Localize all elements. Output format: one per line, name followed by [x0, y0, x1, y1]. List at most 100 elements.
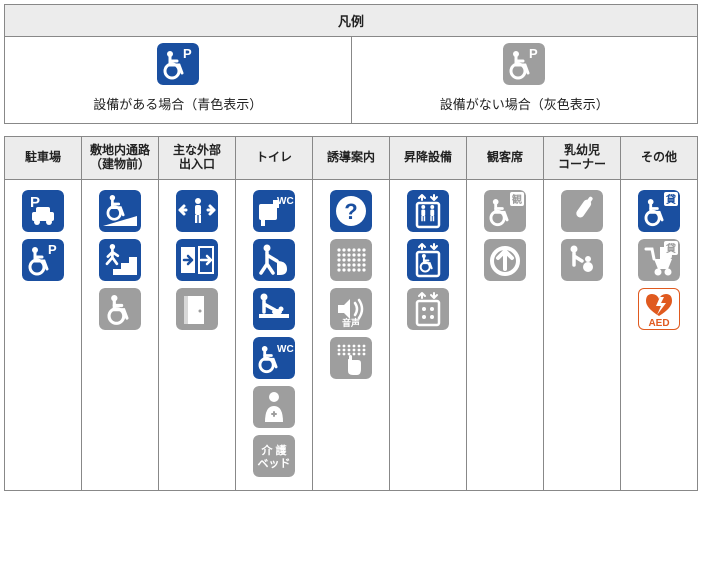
stroller_rent-icon: 貸: [621, 239, 697, 284]
baby_pair-icon: [561, 239, 603, 281]
grid-cell: [390, 180, 467, 491]
grid-cell: WC WC 介 護 ベッド: [236, 180, 313, 491]
grid-cell: ? 音声: [313, 180, 390, 491]
aed-icon: AED: [621, 288, 697, 333]
baby_pair-icon: [544, 239, 620, 284]
elevator-icon: [390, 190, 466, 235]
door_plain-icon: [176, 288, 218, 330]
grid-body-row: P P: [5, 180, 698, 491]
column-header: トイレ: [236, 137, 313, 180]
ostomate-icon: [253, 239, 295, 281]
svg-text:ベッド: ベッド: [258, 457, 291, 470]
column-header: 誘導案内: [313, 137, 390, 180]
wheelchair-icon: [99, 288, 141, 330]
legend-available-cell: P 設備がある場合（青色表示）: [5, 37, 352, 124]
svg-text:観: 観: [512, 193, 522, 206]
svg-text:P: P: [529, 46, 538, 61]
legend-available-label: 設備がある場合（青色表示）: [9, 94, 347, 113]
auto_door-icon: [176, 239, 218, 281]
facility-grid: 駐車場敷地内通路（建物前）主な外部出入口トイレ誘導案内昇降設備観客席乳幼児コーナ…: [4, 136, 698, 491]
grid-cell: [82, 180, 159, 491]
wheelchair_p-icon: P: [157, 43, 199, 85]
wc-icon: WC: [253, 190, 295, 232]
svg-text:WC: WC: [277, 344, 294, 355]
wheelchair_seat-icon: 観: [484, 190, 526, 232]
column-header: 駐車場: [5, 137, 82, 180]
elevator_ctrl-icon: [390, 288, 466, 333]
svg-text:P: P: [183, 46, 192, 61]
legend-unavailable-label: 設備がない場合（灰色表示）: [356, 94, 694, 113]
grid-cell: 観: [467, 180, 544, 491]
elevator_wc-icon: [390, 239, 466, 284]
stairs_person-icon: [99, 239, 141, 281]
parking_car-icon: P: [5, 190, 81, 235]
baby_change-icon: [253, 288, 295, 330]
wheelchair_wc-icon: WC: [253, 337, 295, 379]
elevator-icon: [407, 190, 449, 232]
wheelchair_wc-icon: WC: [236, 337, 312, 382]
column-header: 観客席: [467, 137, 544, 180]
svg-text:貸: 貸: [665, 242, 676, 255]
svg-text:貸: 貸: [665, 193, 676, 206]
wheelchair-p-available-icon: P: [157, 43, 199, 88]
bottle-icon: [544, 190, 620, 235]
elevator_ctrl-icon: [407, 288, 449, 330]
wheelchair_p-icon: P: [22, 239, 64, 281]
stairs_person-icon: [82, 239, 158, 284]
braille_grid-icon: [313, 239, 389, 284]
wheelchair_seat-icon: 観: [467, 190, 543, 235]
svg-text:介 護: 介 護: [260, 443, 287, 457]
auto_door-icon: [159, 239, 235, 284]
wheelchair_ramp-icon: [82, 190, 158, 235]
question-icon: ?: [330, 190, 372, 232]
svg-text:AED: AED: [648, 318, 669, 329]
wheelchair_p-icon: P: [5, 239, 81, 284]
door_arrows-icon: [176, 190, 218, 232]
svg-text:音声: 音声: [342, 317, 360, 328]
audio-icon: 音声: [313, 288, 389, 333]
column-header: 主な外部出入口: [159, 137, 236, 180]
arrow_up-icon: [484, 239, 526, 281]
stroller_rent-icon: 貸: [638, 239, 680, 281]
audio-icon: 音声: [330, 288, 372, 330]
wc-icon: WC: [236, 190, 312, 235]
svg-text:P: P: [48, 242, 57, 257]
care_bed-icon: 介 護 ベッド: [236, 435, 312, 480]
door_arrows-icon: [159, 190, 235, 235]
wheelchair_rent-icon: 貸: [638, 190, 680, 232]
aed-icon: AED: [638, 288, 680, 330]
grid-cell: 貸 貸 AED: [621, 180, 698, 491]
baby_change-icon: [236, 288, 312, 333]
braille_grid-icon: [330, 239, 372, 281]
wheelchair-p-unavailable-icon: P: [503, 43, 545, 88]
legend-table: 凡例 P 設備がある場合（青色表示） P 設備がない場合（灰色表示）: [4, 4, 698, 124]
svg-text:WC: WC: [277, 196, 294, 207]
arrow_up-icon: [467, 239, 543, 284]
wheelchair-icon: [82, 288, 158, 333]
grid-cell: [159, 180, 236, 491]
nurse-icon: [236, 386, 312, 431]
svg-text:?: ?: [344, 199, 357, 224]
elevator_wc-icon: [407, 239, 449, 281]
legend-title: 凡例: [5, 5, 698, 37]
column-header: その他: [621, 137, 698, 180]
wheelchair_p-icon: P: [503, 43, 545, 85]
touch-icon: [313, 337, 389, 382]
care_bed-icon: 介 護 ベッド: [253, 435, 295, 477]
parking_car-icon: P: [22, 190, 64, 232]
touch-icon: [330, 337, 372, 379]
door_plain-icon: [159, 288, 235, 333]
grid-cell: [544, 180, 621, 491]
question-icon: ?: [313, 190, 389, 235]
wheelchair_ramp-icon: [99, 190, 141, 232]
column-header: 乳幼児コーナー: [544, 137, 621, 180]
column-header: 敷地内通路（建物前）: [82, 137, 159, 180]
bottle-icon: [561, 190, 603, 232]
column-header: 昇降設備: [390, 137, 467, 180]
grid-cell: P P: [5, 180, 82, 491]
ostomate-icon: [236, 239, 312, 284]
grid-header-row: 駐車場敷地内通路（建物前）主な外部出入口トイレ誘導案内昇降設備観客席乳幼児コーナ…: [5, 137, 698, 180]
nurse-icon: [253, 386, 295, 428]
legend-unavailable-cell: P 設備がない場合（灰色表示）: [351, 37, 698, 124]
wheelchair_rent-icon: 貸: [621, 190, 697, 235]
